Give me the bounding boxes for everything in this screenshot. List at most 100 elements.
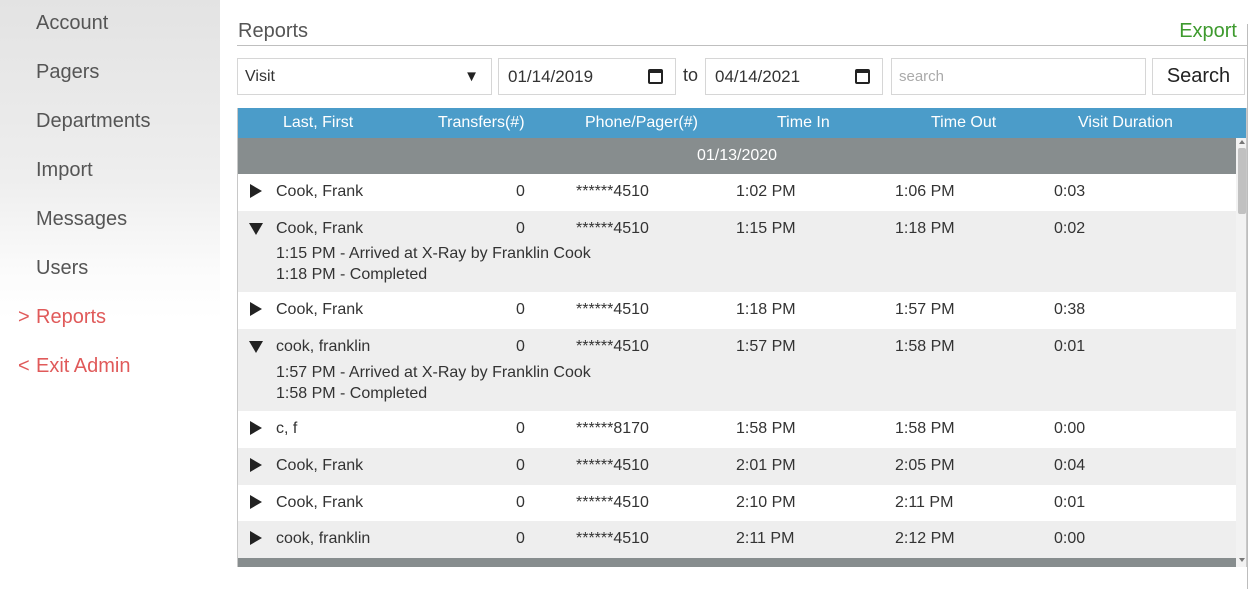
cell-time-out: 1:58 PM xyxy=(895,420,955,437)
cell-duration: 0:00 xyxy=(1054,420,1086,437)
expand-arrow-icon[interactable] xyxy=(250,495,262,509)
sidebar-item-users[interactable]: Users xyxy=(36,257,88,280)
cell-duration: 0:01 xyxy=(1054,494,1086,511)
cell-time-in: 2:11 PM xyxy=(736,530,795,547)
date-to-input[interactable]: 04/14/2021 xyxy=(705,58,883,95)
table-row[interactable]: Cook, Frank 0 ******4510 2:01 PM 2:05 PM… xyxy=(238,448,1236,485)
cell-transfers: 0 xyxy=(516,220,525,237)
date-from-value: 01/14/2019 xyxy=(508,67,594,86)
sidebar-item-account[interactable]: Account xyxy=(36,12,108,35)
cell-phone: ******4510 xyxy=(576,183,649,200)
date-range-separator: to xyxy=(683,65,699,85)
sidebar-item-label: Users xyxy=(36,257,89,279)
cell-transfers: 0 xyxy=(516,420,525,437)
cell-time-out: 2:05 PM xyxy=(895,457,955,474)
expand-arrow-icon[interactable] xyxy=(250,458,262,472)
sidebar-item-pagers[interactable]: Pagers xyxy=(36,61,99,84)
cell-phone: ******4510 xyxy=(576,457,649,474)
scrollbar-thumb[interactable] xyxy=(1238,148,1246,214)
collapse-arrow-icon[interactable] xyxy=(249,341,263,353)
vertical-scrollbar[interactable] xyxy=(1236,138,1246,567)
table-row[interactable]: Cook, Frank 0 ******4510 1:15 PM 1:18 PM… xyxy=(238,211,1236,292)
cell-name: cook, franklin xyxy=(276,338,371,355)
export-link[interactable]: Export xyxy=(1179,20,1237,42)
expand-arrow-icon[interactable] xyxy=(250,421,262,435)
date-from-input[interactable]: 01/14/2019 xyxy=(498,58,676,95)
cell-name: Cook, Frank xyxy=(276,183,364,200)
cell-duration: 0:04 xyxy=(1054,457,1086,474)
sidebar: Account Pagers Departments Import Messag… xyxy=(0,0,220,589)
cell-name: Cook, Frank xyxy=(276,220,364,237)
cell-duration: 0:00 xyxy=(1054,530,1086,547)
table-row[interactable]: c, f 0 ******8170 1:58 PM 1:58 PM 0:00 xyxy=(238,411,1236,448)
calendar-icon[interactable] xyxy=(855,69,870,84)
sidebar-item-label: Reports xyxy=(36,306,107,328)
cell-name: Cook, Frank xyxy=(276,457,364,474)
search-input[interactable]: search xyxy=(891,58,1146,95)
collapse-arrow-icon[interactable] xyxy=(249,223,263,235)
visit-detail-line: 1:18 PM - Completed xyxy=(276,266,428,283)
cell-transfers: 0 xyxy=(516,457,525,474)
cell-phone: ******4510 xyxy=(576,338,649,355)
cell-transfers: 0 xyxy=(516,530,525,547)
sidebar-item-reports[interactable]: > Reports xyxy=(18,306,106,329)
cell-duration: 0:01 xyxy=(1054,338,1086,355)
expand-arrow-icon[interactable] xyxy=(250,531,262,545)
visit-detail-line: 1:57 PM - Arrived at X-Ray by Franklin C… xyxy=(276,364,591,381)
cell-time-in: 1:58 PM xyxy=(736,420,796,437)
right-divider xyxy=(1247,24,1248,589)
cell-phone: ******8170 xyxy=(576,420,649,437)
sidebar-item-label: Account xyxy=(36,12,109,34)
cell-transfers: 0 xyxy=(516,494,525,511)
sidebar-item-label: Messages xyxy=(36,208,128,230)
cell-time-in: 1:02 PM xyxy=(736,183,796,200)
main-content: Reports Export Visit ▼ 01/14/2019 to 04/… xyxy=(237,0,1247,589)
cell-time-out: 2:11 PM xyxy=(895,494,954,511)
caret-down-icon: ▼ xyxy=(464,68,479,85)
expand-arrow-icon[interactable] xyxy=(250,184,262,198)
cell-phone: ******4510 xyxy=(576,220,649,237)
cell-transfers: 0 xyxy=(516,338,525,355)
scroll-down-arrow-icon[interactable] xyxy=(1239,558,1245,562)
chevron-right-icon: > xyxy=(18,306,30,328)
sidebar-item-departments[interactable]: Departments xyxy=(36,110,151,133)
table-header: Last, First Transfers(#) Phone/Pager(#) … xyxy=(238,108,1246,138)
date-group-header: 01/13/2020 xyxy=(238,138,1236,174)
table-row[interactable]: cook, franklin 0 ******4510 1:57 PM 1:58… xyxy=(238,329,1236,411)
column-header-visit-duration[interactable]: Visit Duration xyxy=(1078,114,1173,131)
table-row[interactable]: cook, franklin 0 ******4510 2:11 PM 2:12… xyxy=(238,521,1236,558)
report-table: Last, First Transfers(#) Phone/Pager(#) … xyxy=(237,108,1247,567)
column-header-name[interactable]: Last, First xyxy=(283,114,354,131)
calendar-icon[interactable] xyxy=(648,69,663,84)
cell-time-in: 2:10 PM xyxy=(736,494,796,511)
column-header-phone[interactable]: Phone/Pager(#) xyxy=(585,114,698,131)
expand-arrow-icon[interactable] xyxy=(250,302,262,316)
scroll-up-arrow-icon[interactable] xyxy=(1239,140,1245,144)
cell-time-in: 1:57 PM xyxy=(736,338,796,355)
cell-time-out: 1:18 PM xyxy=(895,220,955,237)
search-button[interactable]: Search xyxy=(1152,58,1245,95)
sidebar-item-messages[interactable]: Messages xyxy=(36,208,127,231)
date-group-footer xyxy=(238,558,1236,567)
table-row[interactable]: Cook, Frank 0 ******4510 2:10 PM 2:11 PM… xyxy=(238,485,1236,521)
table-row[interactable]: Cook, Frank 0 ******4510 1:02 PM 1:06 PM… xyxy=(238,174,1236,211)
report-type-select[interactable]: Visit ▼ xyxy=(237,58,492,95)
sidebar-item-import[interactable]: Import xyxy=(36,159,93,182)
cell-time-out: 2:12 PM xyxy=(895,530,955,547)
sidebar-item-label: Exit Admin xyxy=(36,355,131,377)
search-placeholder: search xyxy=(899,68,945,85)
column-header-transfers[interactable]: Transfers(#) xyxy=(438,114,525,131)
column-header-time-out[interactable]: Time Out xyxy=(931,114,997,131)
column-header-time-in[interactable]: Time In xyxy=(777,114,830,131)
visit-detail-line: 1:58 PM - Completed xyxy=(276,385,428,402)
sidebar-item-label: Departments xyxy=(36,110,151,132)
cell-transfers: 0 xyxy=(516,301,525,318)
cell-name: cook, franklin xyxy=(276,530,371,547)
sidebar-item-exit-admin[interactable]: < Exit Admin xyxy=(18,355,130,378)
cell-time-in: 1:15 PM xyxy=(736,220,796,237)
table-row[interactable]: Cook, Frank 0 ******4510 1:18 PM 1:57 PM… xyxy=(238,292,1236,329)
cell-name: Cook, Frank xyxy=(276,301,364,318)
cell-transfers: 0 xyxy=(516,183,525,200)
chevron-left-icon: < xyxy=(18,355,30,377)
